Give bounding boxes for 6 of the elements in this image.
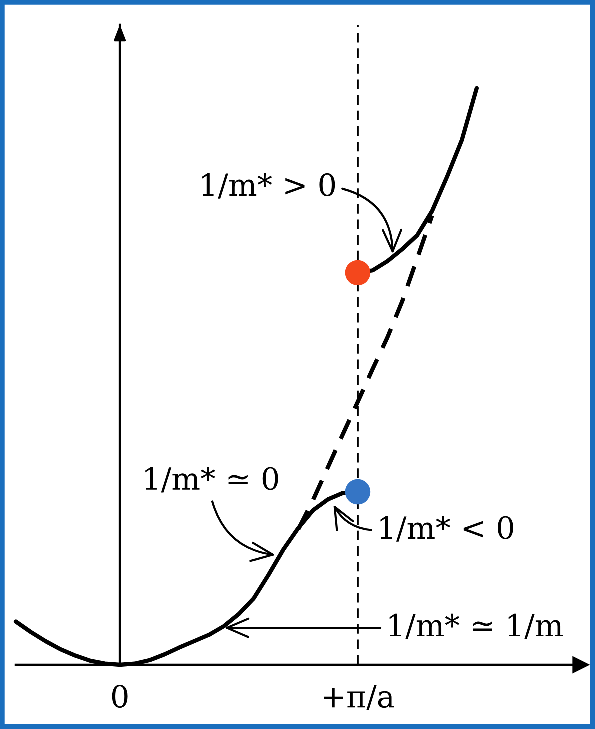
annotation: 1/m* < 0 bbox=[380, 516, 514, 542]
annotation: 1/m* ≃ 1/m bbox=[390, 614, 564, 640]
annotation: 1/m* ≃ 0 bbox=[146, 467, 278, 493]
annotation: 1/m* > 0 bbox=[202, 173, 336, 199]
x-tick-label: +π/a bbox=[324, 685, 394, 710]
x-tick-label: 0 bbox=[112, 684, 128, 708]
